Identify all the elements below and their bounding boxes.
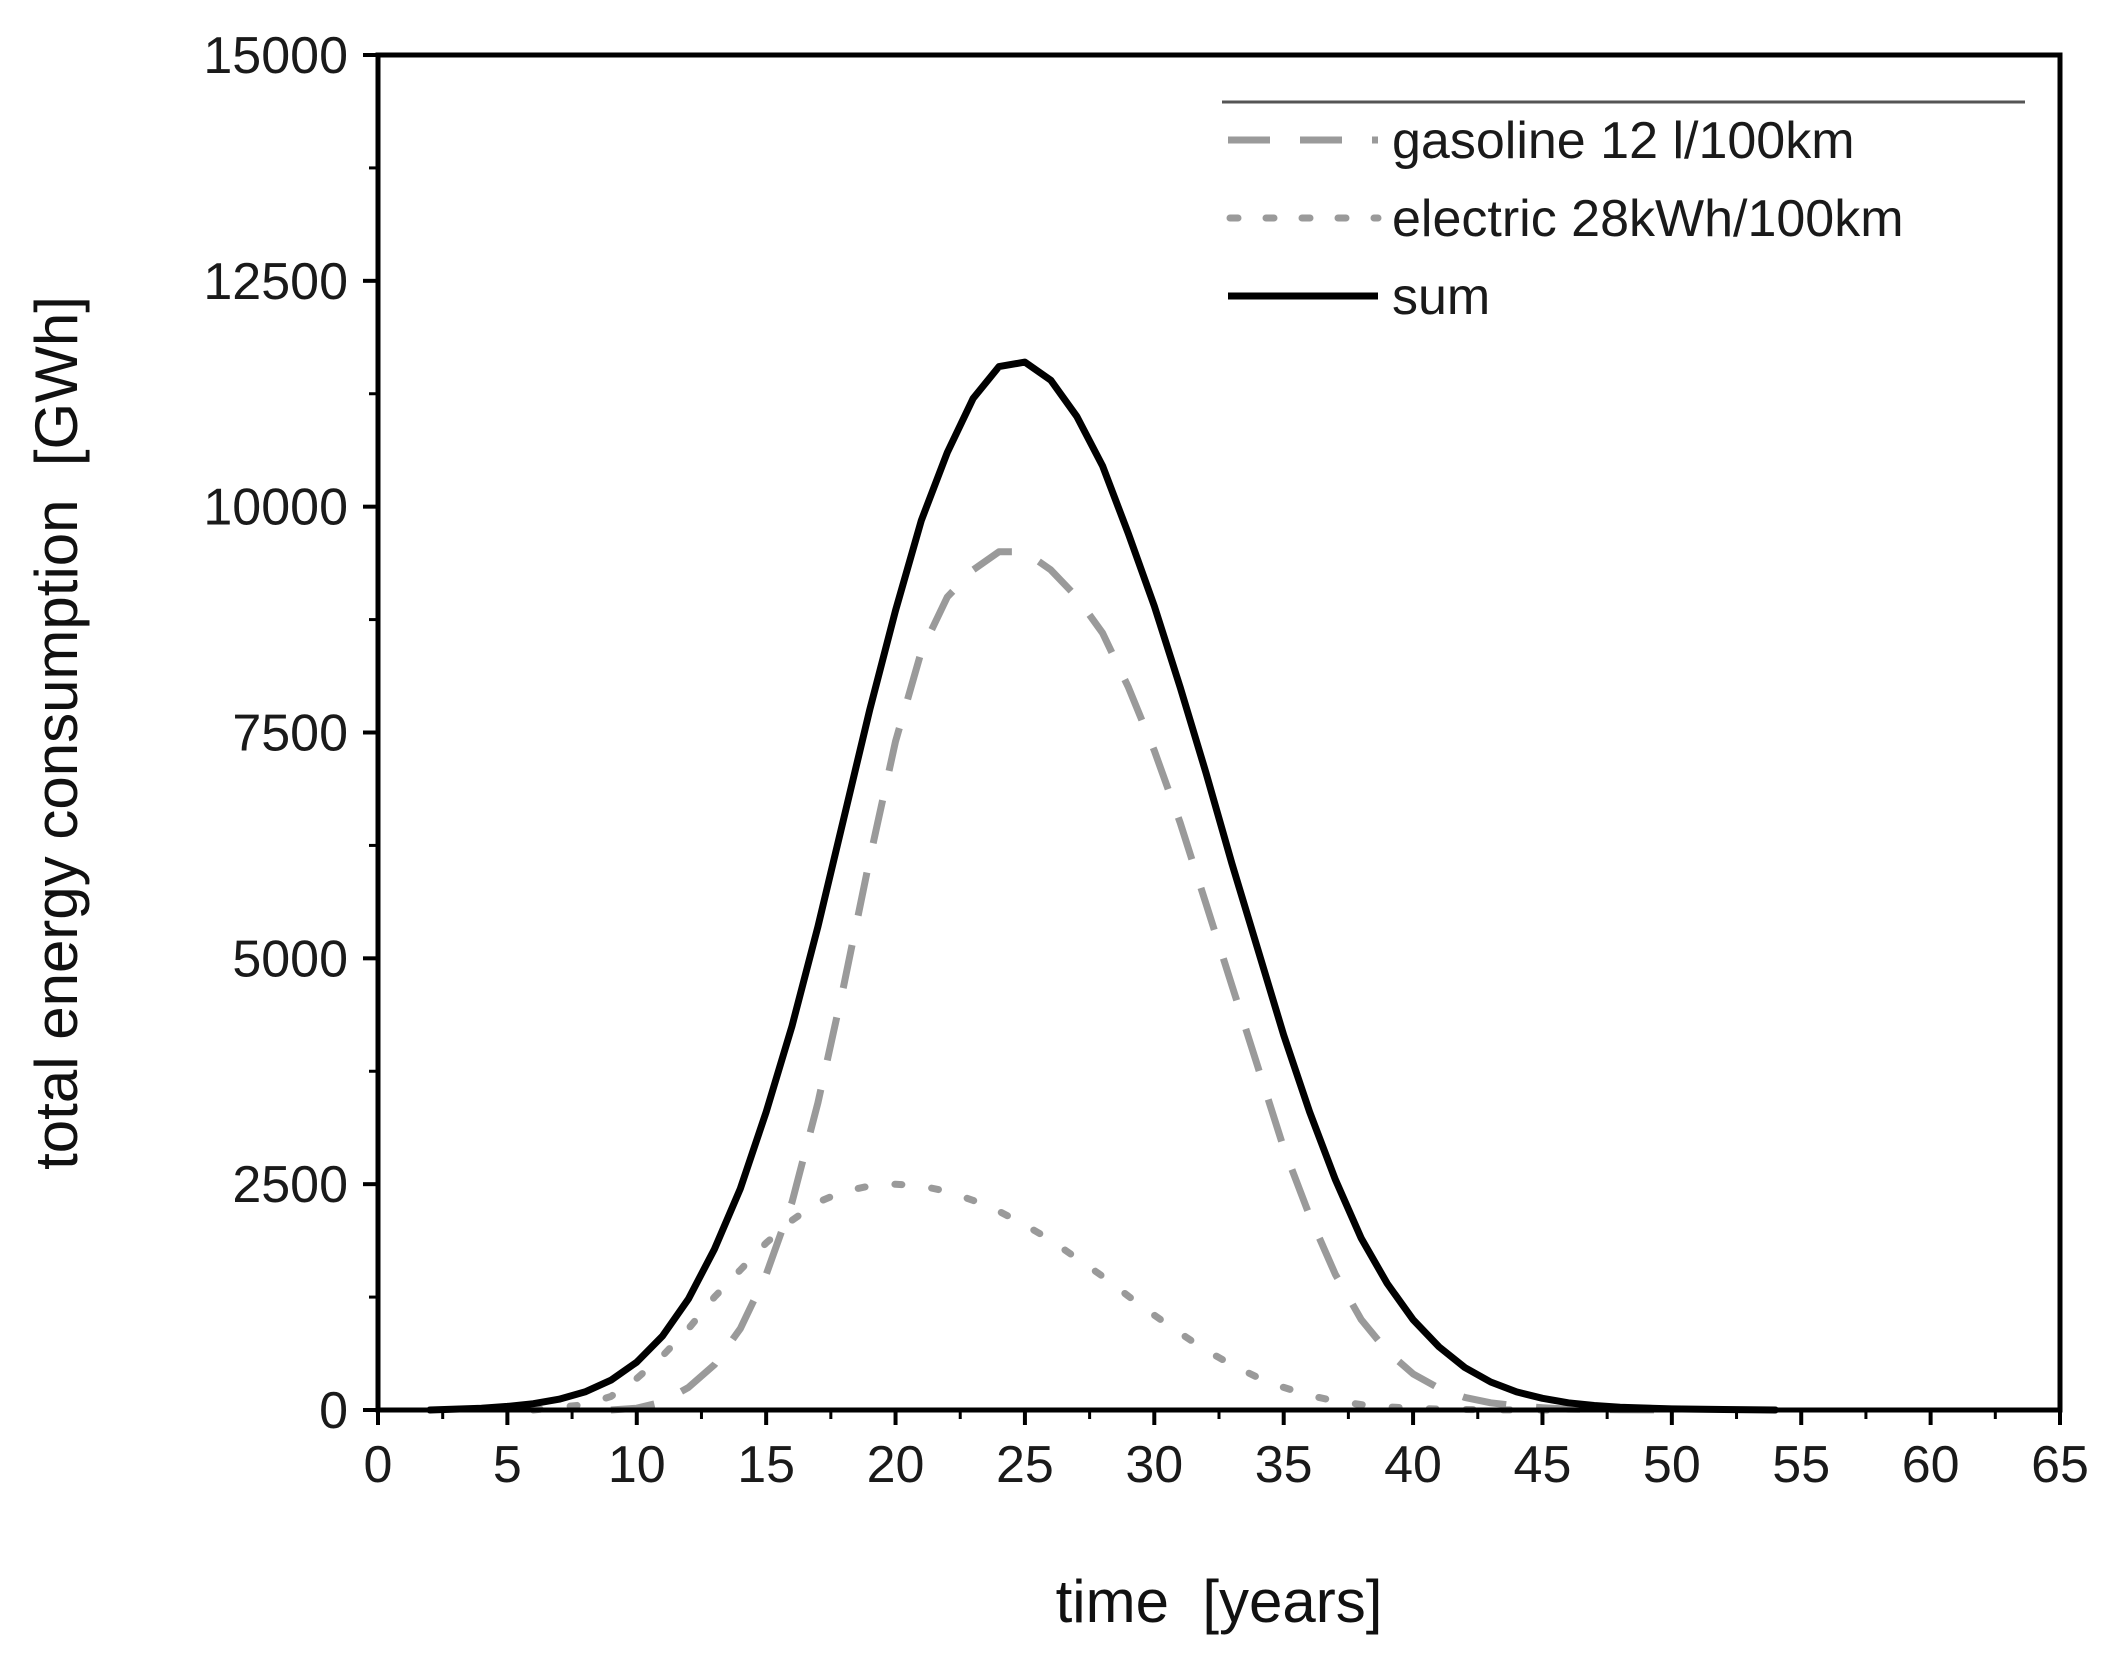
x-tick-label: 40 <box>1384 1436 1442 1494</box>
legend-label-sum: sum <box>1392 268 1490 326</box>
x-tick-label: 65 <box>2031 1436 2089 1494</box>
x-tick-label: 25 <box>996 1436 1054 1494</box>
series-line-gasoline <box>610 548 1672 1414</box>
series-line-sum <box>426 358 1779 1414</box>
y-tick-label: 0 <box>319 1382 348 1440</box>
y-tick-label: 5000 <box>232 930 348 988</box>
legend: gasoline 12 l/100km electric 28kWh/100km… <box>1222 100 2025 326</box>
x-tick-label: 55 <box>1772 1436 1830 1494</box>
x-tick-label: 20 <box>867 1436 925 1494</box>
x-tick-label: 50 <box>1643 1436 1701 1494</box>
x-axis-title: time [years] <box>1056 1568 1383 1635</box>
y-tick-label: 10000 <box>203 479 348 537</box>
x-tick-label: 30 <box>1125 1436 1183 1494</box>
tick-layer: 0 5 10 15 20 25 30 35 40 45 50 55 60 65 0 2500 5000 7500 1… <box>203 27 2089 1494</box>
y-axis-title: total energy consumption [GWh] <box>23 296 90 1170</box>
y-tick-label: 7500 <box>232 705 348 763</box>
x-tick-label: 60 <box>1902 1436 1960 1494</box>
y-tick-label: 12500 <box>203 253 348 311</box>
x-tick-label: 10 <box>608 1436 666 1494</box>
legend-label-gasoline: gasoline 12 l/100km <box>1392 112 1855 170</box>
y-tick-label: 2500 <box>232 1156 348 1214</box>
legend-label-electric: electric 28kWh/100km <box>1392 190 1904 248</box>
x-tick-label: 35 <box>1255 1436 1313 1494</box>
series-layer <box>426 358 1779 1414</box>
x-tick-label: 45 <box>1514 1436 1572 1494</box>
x-tick-label: 15 <box>737 1436 795 1494</box>
series-line-electric <box>529 1180 1572 1414</box>
x-tick-label: 5 <box>493 1436 522 1494</box>
y-tick-label: 15000 <box>203 27 348 85</box>
x-tick-label: 0 <box>364 1436 393 1494</box>
